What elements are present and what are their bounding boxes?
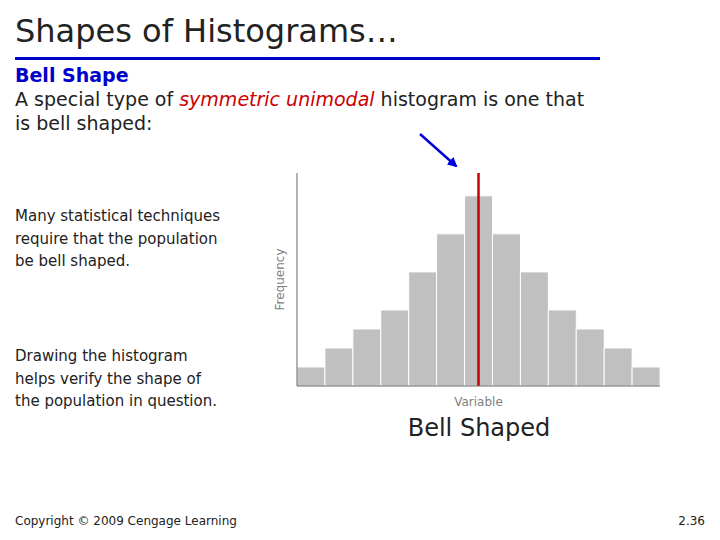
svg-text:Frequency: Frequency bbox=[273, 249, 287, 311]
html-text:Copyright © 2009 Cengage Learn: Copyright © 2009 Cengage Learning bbox=[15, 514, 237, 528]
html-text:Many statistical techniques: Many statistical techniques bbox=[15, 207, 221, 225]
html-text:Shapes of Histograms…: Shapes of Histograms… bbox=[15, 12, 398, 50]
html-text:Bell Shape: Bell Shape bbox=[15, 64, 129, 86]
html-text:the population in question.: the population in question. bbox=[15, 392, 217, 410]
html-text:2.36: 2.36 bbox=[678, 514, 705, 528]
html-text:helps verify the shape of: helps verify the shape of bbox=[15, 369, 201, 388]
html-text:is bell shaped:: is bell shaped: bbox=[15, 112, 153, 134]
html-text:require that the population: require that the population bbox=[15, 229, 218, 248]
html-text:A special type of symmetric un: A special type of symmetric unimodal his… bbox=[15, 88, 585, 110]
html-text:Drawing the histogram: Drawing the histogram bbox=[15, 347, 188, 365]
html-text:Bell Shaped: Bell Shaped bbox=[407, 414, 551, 442]
html-text:be bell shaped.: be bell shaped. bbox=[15, 252, 130, 270]
svg-text:Variable: Variable bbox=[454, 395, 503, 409]
